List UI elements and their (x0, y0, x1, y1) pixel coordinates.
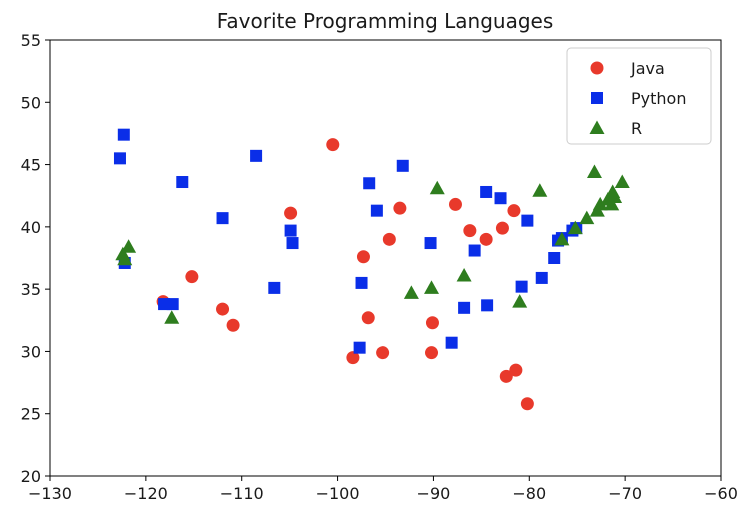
legend-box (566, 47, 712, 145)
r-point (121, 239, 137, 253)
python-point (468, 244, 481, 257)
y-tick-label: 20 (21, 467, 41, 486)
java-point (463, 224, 477, 238)
python-point (548, 252, 561, 264)
legend-java-marker (590, 61, 604, 75)
python-point (535, 271, 548, 284)
r-point (604, 196, 620, 211)
r-point (532, 183, 548, 197)
legend-python-marker (591, 92, 603, 104)
r-point (424, 280, 440, 294)
python-point (113, 152, 126, 165)
python-point (284, 224, 297, 237)
java-point (425, 316, 439, 330)
r-point (403, 285, 419, 299)
series-r (115, 164, 630, 324)
python-point (480, 185, 493, 198)
python-point (521, 214, 534, 227)
y-tick-label: 35 (21, 280, 41, 299)
python-point (355, 276, 368, 289)
python-point (158, 298, 171, 311)
java-point (284, 206, 298, 220)
r-point (429, 180, 445, 195)
r-point (605, 184, 621, 198)
x-tick-label: −120 (124, 484, 168, 503)
python-point (176, 176, 189, 189)
python-point (424, 237, 437, 250)
python-point (363, 177, 376, 190)
java-point (393, 201, 407, 215)
java-point (448, 197, 462, 211)
series-java (156, 138, 534, 411)
python-point (445, 336, 458, 349)
axis-ticks: −130 −120 −110 −100 −90 −80 −70 −60 20 25 30 35 40 45… (21, 31, 738, 503)
java-point (376, 346, 390, 360)
legend-r-marker (589, 120, 605, 134)
data-points (113, 128, 630, 411)
python-point (396, 159, 409, 172)
java-point (185, 270, 199, 284)
java-point (226, 318, 240, 332)
python-point (494, 192, 507, 205)
java-point (356, 250, 370, 264)
java-point (346, 351, 360, 365)
python-point (353, 341, 366, 354)
legend-label: Python (631, 89, 686, 108)
java-point (361, 311, 375, 325)
r-point (512, 294, 528, 308)
x-tick-label: −110 (220, 484, 264, 503)
java-point (495, 221, 509, 235)
y-tick-label: 45 (21, 156, 41, 175)
python-point (515, 280, 528, 293)
python-point (268, 281, 281, 294)
java-point (425, 346, 439, 360)
legend-label: Java (630, 59, 665, 78)
java-point (382, 232, 396, 246)
r-point (614, 174, 630, 189)
x-tick-label: −80 (512, 484, 546, 503)
java-point (326, 138, 340, 152)
r-point (586, 164, 602, 179)
r-point (554, 231, 570, 246)
chart-title: Favorite Programming Languages (217, 9, 554, 33)
r-point (567, 220, 583, 235)
java-point (499, 369, 513, 383)
java-point (509, 363, 523, 377)
legend-label: R (631, 119, 642, 138)
python-point (458, 301, 471, 314)
r-point (579, 210, 595, 225)
java-point (216, 302, 230, 316)
plot-area-frame (49, 39, 722, 477)
python-point (250, 149, 263, 162)
java-point (507, 204, 521, 218)
x-tick-label: −90 (417, 484, 451, 503)
x-tick-label: −60 (704, 484, 738, 503)
x-tick-label: −70 (608, 484, 642, 503)
x-tick-label: −100 (316, 484, 360, 503)
java-point (520, 397, 534, 411)
x-tick-label: −130 (28, 484, 72, 503)
python-point (286, 237, 299, 250)
r-point (456, 267, 472, 282)
y-tick-label: 25 (21, 405, 41, 424)
java-point (479, 232, 493, 246)
y-tick-label: 50 (21, 93, 41, 112)
y-tick-label: 30 (21, 342, 41, 361)
r-point (117, 251, 133, 266)
series-python (113, 128, 583, 354)
python-point (216, 212, 229, 225)
y-tick-label: 55 (21, 31, 41, 50)
python-point (370, 204, 383, 217)
y-tick-label: 40 (21, 218, 41, 237)
r-point (589, 203, 605, 217)
python-point (481, 299, 494, 312)
r-point (164, 310, 180, 324)
python-point (117, 128, 130, 141)
legend: Java Python R (566, 47, 712, 145)
